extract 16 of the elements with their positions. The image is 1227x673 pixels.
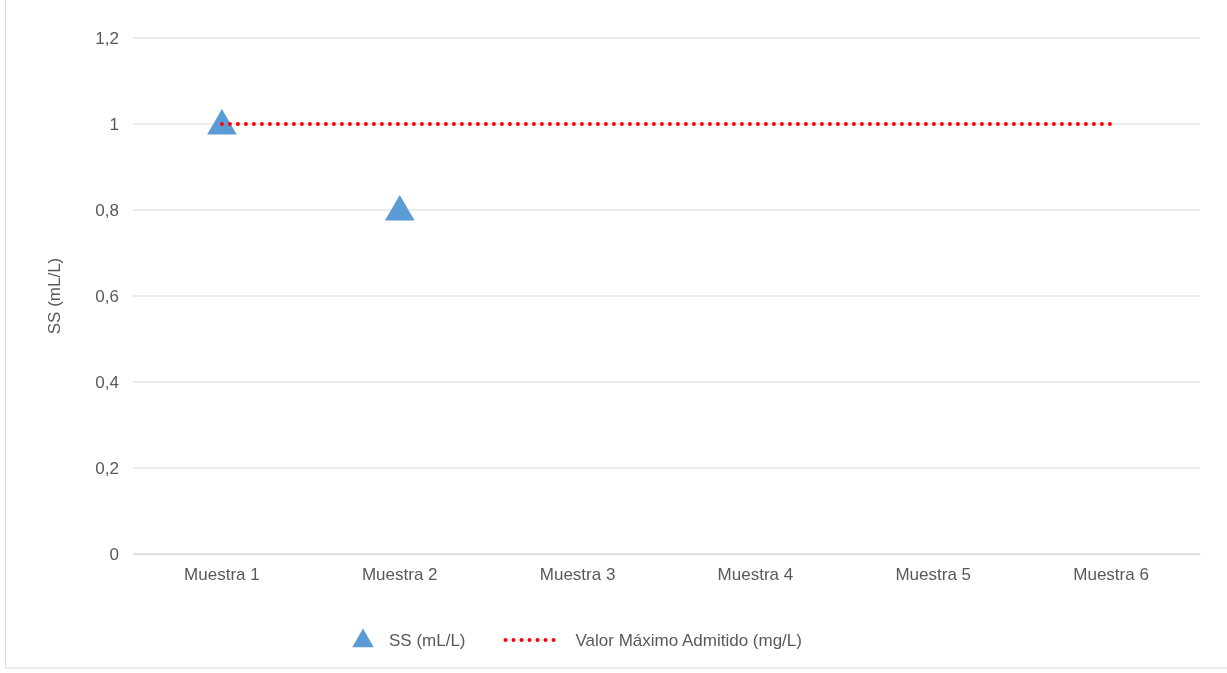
x-tick-label: Muestra 2 (361, 565, 438, 585)
y-axis-title: SS (mL/L) (45, 257, 64, 335)
x-tick-label: Muestra 6 (1073, 565, 1149, 585)
y-tick-label: 0,8 (95, 200, 119, 220)
y-tick-label: 1,2 (95, 28, 119, 48)
y-tick-label: 0,4 (95, 372, 119, 392)
x-tick-label: Muestra 1 (184, 565, 260, 585)
legend-label: SS (mL/L) (389, 631, 466, 650)
x-tick-label: Muestra 5 (895, 565, 972, 585)
legend-label: Valor Máximo Admitido (mg/L) (575, 631, 802, 650)
y-tick-label: 0,6 (95, 286, 119, 306)
x-tick-label: Muestra 4 (717, 565, 794, 585)
y-tick-label: 0 (109, 544, 119, 564)
y-tick-label: 0,2 (95, 458, 119, 478)
y-tick-label: 1 (109, 114, 119, 134)
x-tick-label: Muestra 3 (539, 565, 616, 585)
